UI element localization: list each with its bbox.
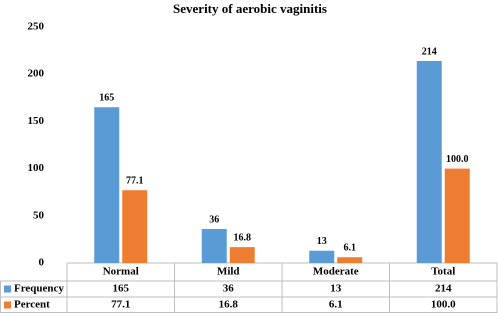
y-tick-label: 200 xyxy=(28,68,45,80)
legend-label: Frequency xyxy=(14,283,64,295)
bar xyxy=(416,60,442,263)
y-tick-label: 50 xyxy=(33,209,45,221)
table-cell: 100.0 xyxy=(431,299,456,311)
y-tick-label: 100 xyxy=(28,162,45,174)
table-cell: 165 xyxy=(113,283,130,295)
bar xyxy=(337,257,363,263)
y-tick-label: 250 xyxy=(28,21,45,33)
x-tick-label: Total xyxy=(431,266,455,278)
legend-swatch xyxy=(4,285,11,293)
data-label: 77.1 xyxy=(126,176,144,187)
bar xyxy=(229,247,255,263)
table-cell: 16.8 xyxy=(219,299,239,311)
data-label: 16.8 xyxy=(234,232,252,243)
chart-title: Severity of aerobic vaginitis xyxy=(173,1,327,16)
x-tick-label: Moderate xyxy=(313,266,359,278)
table-cell: 13 xyxy=(330,283,342,295)
data-label: 100.0 xyxy=(446,154,469,165)
table-cell: 6.1 xyxy=(329,299,343,311)
data-label: 165 xyxy=(99,93,114,104)
bar xyxy=(444,168,470,263)
table-cell: 36 xyxy=(223,283,235,295)
x-tick-label: Normal xyxy=(103,266,139,278)
y-tick-label: 150 xyxy=(28,115,45,127)
bar xyxy=(122,190,148,263)
legend-swatch xyxy=(4,301,11,309)
data-label: 6.1 xyxy=(344,243,357,254)
bar xyxy=(309,250,335,263)
bar xyxy=(201,229,227,263)
data-label: 36 xyxy=(209,214,219,225)
bar xyxy=(94,107,120,264)
table-cell: 77.1 xyxy=(111,299,130,311)
x-tick-label: Mild xyxy=(217,266,240,278)
table-cell: 214 xyxy=(435,283,452,295)
data-label: 13 xyxy=(317,236,327,247)
data-label: 214 xyxy=(422,46,437,57)
legend-label: Percent xyxy=(14,299,50,311)
y-tick-label: 0 xyxy=(39,257,45,269)
